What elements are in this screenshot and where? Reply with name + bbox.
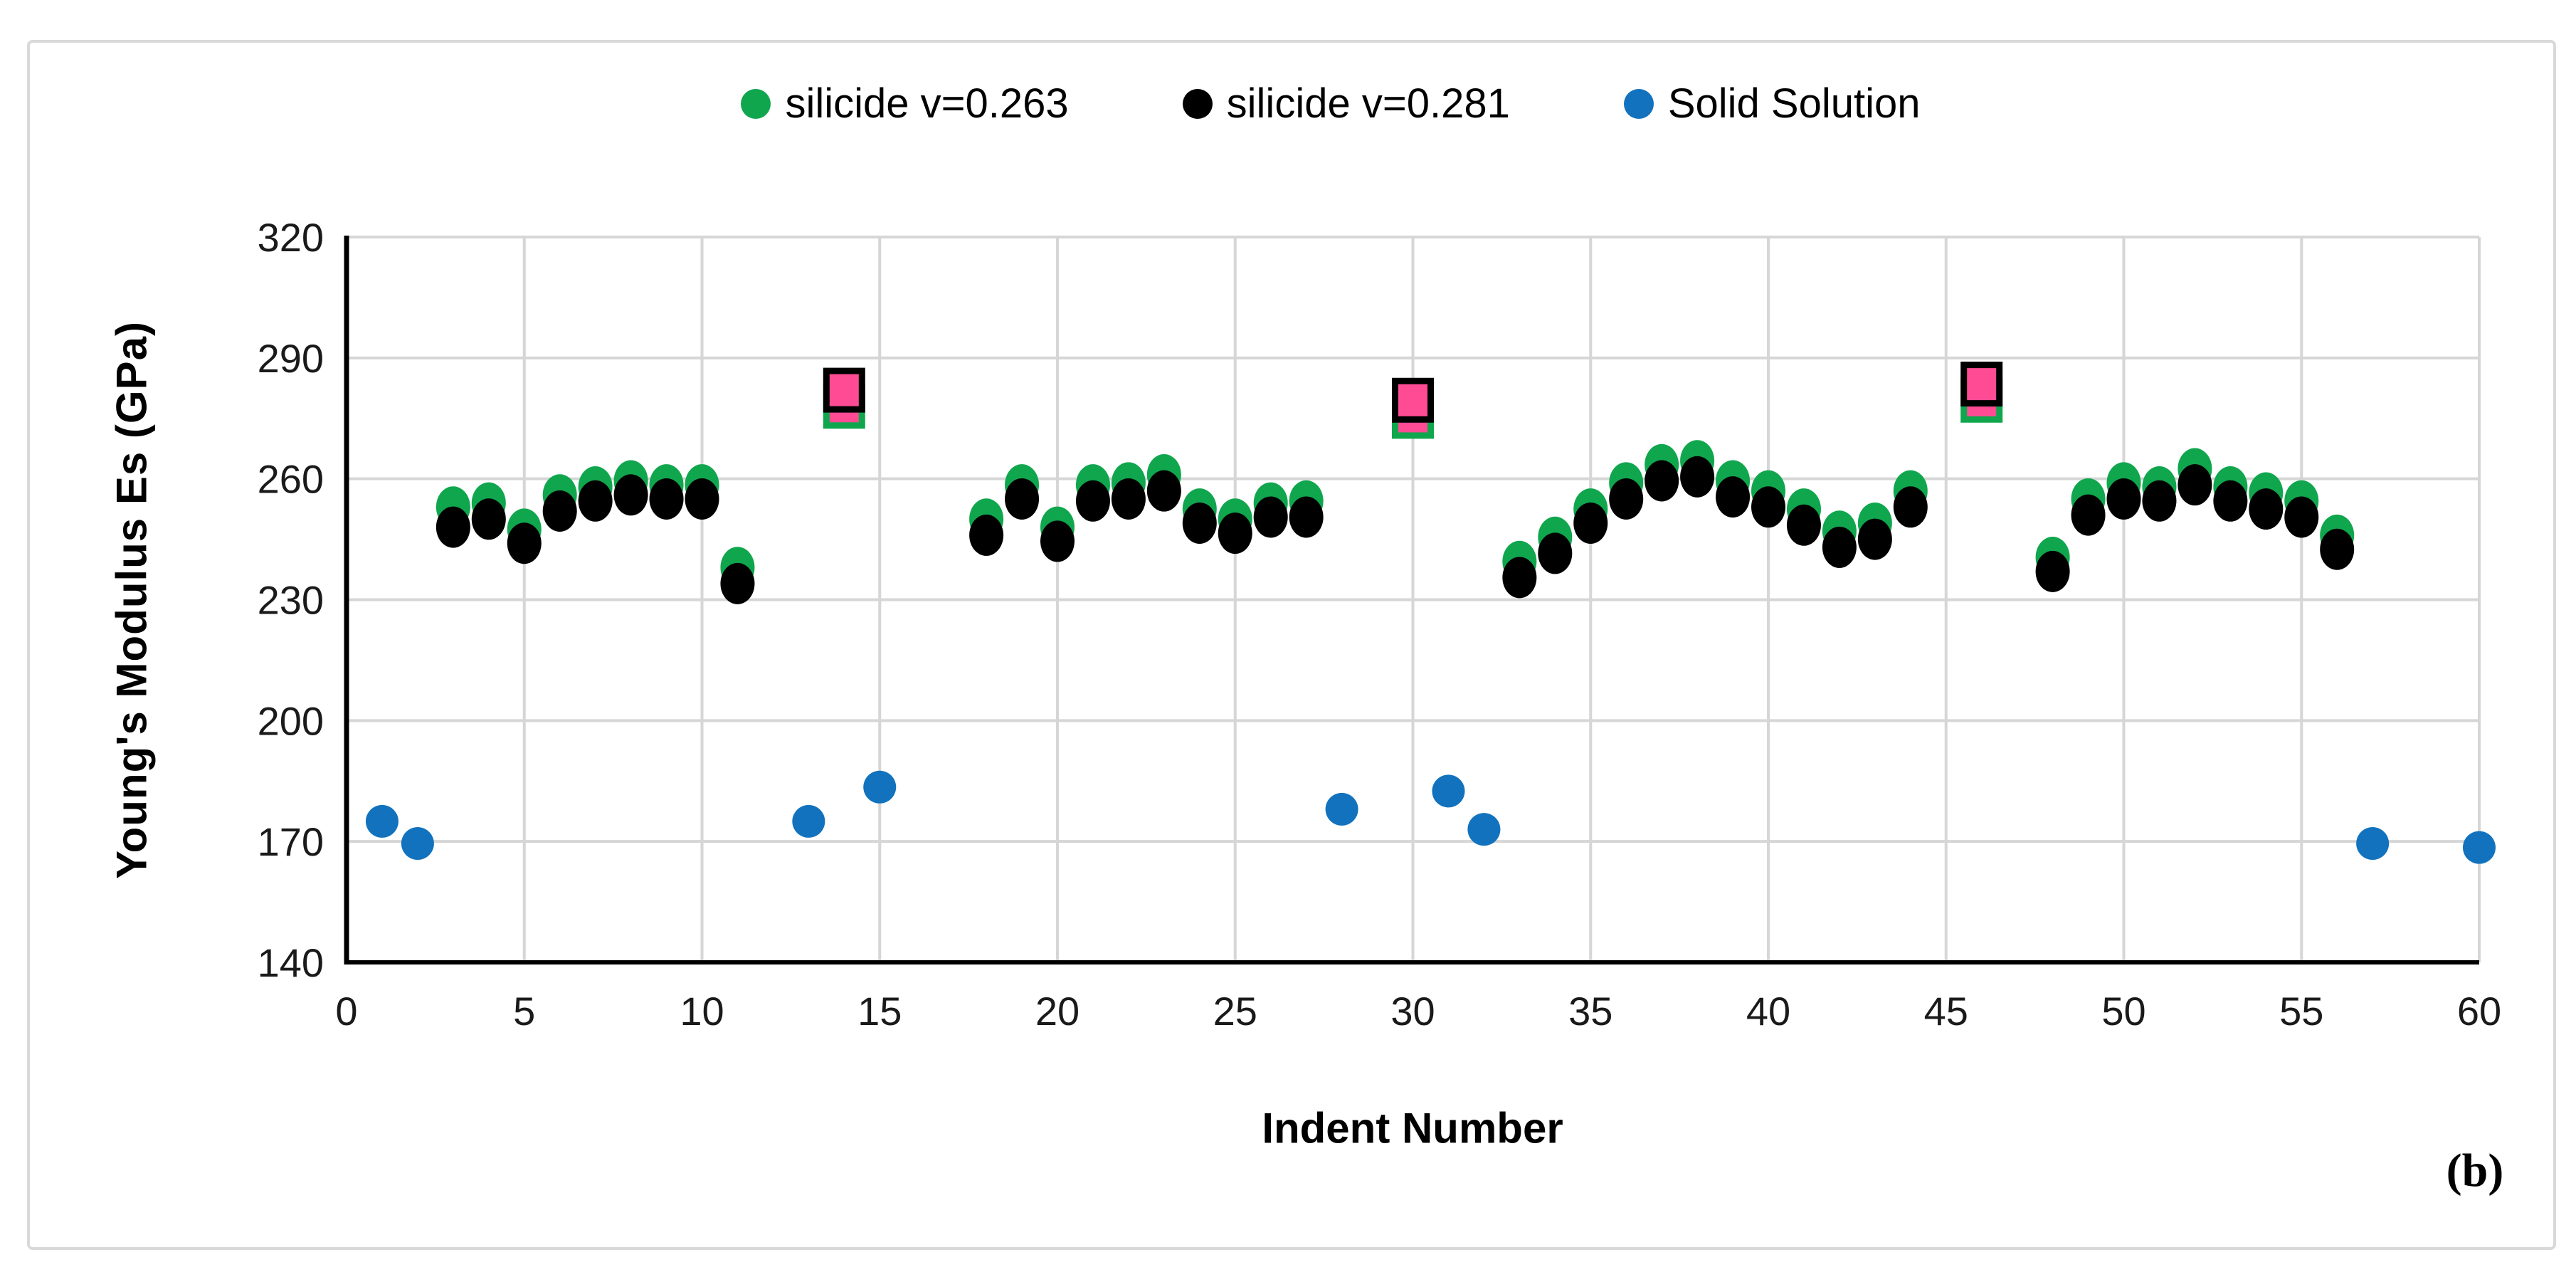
y-tick-label-230: 230 xyxy=(258,578,324,623)
x-tick-label-35: 35 xyxy=(1568,989,1612,1034)
marker-s1-x5 xyxy=(507,522,542,564)
marker-s1-x43 xyxy=(1857,518,1892,560)
x-tick-label-55: 55 xyxy=(2279,989,2323,1034)
x-tick-label-45: 45 xyxy=(1924,989,1968,1034)
marker-s2-x31 xyxy=(1432,774,1465,808)
marker-s1-x22 xyxy=(1111,478,1146,520)
marker-s1-x40 xyxy=(1751,486,1785,528)
marker-s4-x14 xyxy=(823,367,865,413)
legend-label: silicide v=0.263 xyxy=(785,80,1069,127)
blue-dot-icon xyxy=(1623,88,1654,119)
x-tick-label-5: 5 xyxy=(513,989,535,1034)
marker-s2-x1 xyxy=(365,804,398,838)
legend-label: Solid Solution xyxy=(1667,80,1921,127)
panel-label: (b) xyxy=(2446,1145,2504,1197)
marker-s1-x19 xyxy=(1005,478,1040,520)
marker-s1-x23 xyxy=(1146,470,1181,512)
marker-s1-x8 xyxy=(613,474,648,516)
marker-s1-x56 xyxy=(2320,528,2355,570)
figure-border-frame xyxy=(27,40,2556,1250)
marker-s1-x7 xyxy=(578,480,613,522)
marker-s1-x38 xyxy=(1680,456,1715,498)
x-tick-label-0: 0 xyxy=(335,989,357,1034)
legend-entry-silicide-v0263: silicide v=0.263 xyxy=(741,80,1069,127)
marker-s1-x24 xyxy=(1182,502,1217,544)
marker-s1-x37 xyxy=(1645,460,1679,502)
marker-s2-x60 xyxy=(2463,831,2496,864)
marker-s1-x52 xyxy=(2178,464,2212,506)
y-tick-label-200: 200 xyxy=(258,698,324,743)
marker-s1-x26 xyxy=(1253,496,1288,538)
marker-s1-x18 xyxy=(969,514,1004,556)
marker-s1-x51 xyxy=(2142,480,2177,522)
marker-s1-x3 xyxy=(436,506,470,548)
marker-s4-x46 xyxy=(1960,362,2003,407)
x-tick-label-10: 10 xyxy=(680,989,724,1034)
y-axis-title: Young's Modulus Es (GPa) xyxy=(107,321,156,879)
marker-s1-x25 xyxy=(1218,513,1252,554)
x-tick-label-50: 50 xyxy=(2101,989,2145,1034)
marker-s1-x36 xyxy=(1609,478,1644,520)
marker-s1-x21 xyxy=(1075,480,1110,522)
x-tick-label-20: 20 xyxy=(1035,989,1080,1034)
marker-s1-x49 xyxy=(2071,494,2106,536)
marker-s2-x2 xyxy=(401,826,434,860)
marker-s1-x35 xyxy=(1573,502,1608,544)
marker-s1-x11 xyxy=(720,562,755,604)
marker-s1-x6 xyxy=(542,490,577,532)
black-dot-icon xyxy=(1182,88,1213,119)
marker-s1-x9 xyxy=(649,478,684,520)
marker-s1-x55 xyxy=(2284,496,2319,538)
green-dot-icon xyxy=(741,88,771,119)
marker-s1-x39 xyxy=(1716,476,1751,518)
marker-s1-x54 xyxy=(2249,488,2284,530)
marker-s1-x44 xyxy=(1893,486,1928,528)
marker-s1-x4 xyxy=(471,498,506,540)
x-tick-label-30: 30 xyxy=(1390,989,1435,1034)
marker-s1-x10 xyxy=(685,478,719,520)
legend-entry-silicide-v0281: silicide v=0.281 xyxy=(1182,80,1510,127)
legend: silicide v=0.263 silicide v=0.281 Solid … xyxy=(299,80,2363,127)
x-tick-label-25: 25 xyxy=(1213,989,1257,1034)
y-tick-label-320: 320 xyxy=(258,215,324,260)
y-tick-label-140: 140 xyxy=(258,940,324,985)
marker-s2-x15 xyxy=(863,770,897,804)
x-tick-label-15: 15 xyxy=(857,989,902,1034)
marker-s2-x28 xyxy=(1325,792,1358,826)
marker-s1-x53 xyxy=(2213,480,2248,522)
marker-s4-x30 xyxy=(1392,377,1434,423)
marker-s1-x42 xyxy=(1822,526,1857,568)
x-axis-title: Indent Number xyxy=(1262,1104,1563,1152)
marker-s2-x57 xyxy=(2356,826,2390,860)
y-tick-label-260: 260 xyxy=(258,457,324,502)
legend-entry-solid-solution: Solid Solution xyxy=(1623,80,1921,127)
x-tick-label-40: 40 xyxy=(1746,989,1790,1034)
legend-label: silicide v=0.281 xyxy=(1226,80,1510,127)
marker-s1-x27 xyxy=(1289,496,1324,538)
marker-s2-x13 xyxy=(792,804,825,838)
marker-s1-x33 xyxy=(1502,557,1537,599)
x-tick-label-60: 60 xyxy=(2457,989,2501,1034)
y-tick-label-290: 290 xyxy=(258,336,324,381)
marker-s1-x20 xyxy=(1040,520,1075,562)
marker-s2-x32 xyxy=(1467,813,1501,846)
y-tick-label-170: 170 xyxy=(258,819,324,864)
marker-s1-x41 xyxy=(1786,504,1821,546)
marker-s1-x50 xyxy=(2106,478,2141,520)
marker-s1-x34 xyxy=(1538,532,1573,574)
marker-s1-x48 xyxy=(2035,550,2070,592)
